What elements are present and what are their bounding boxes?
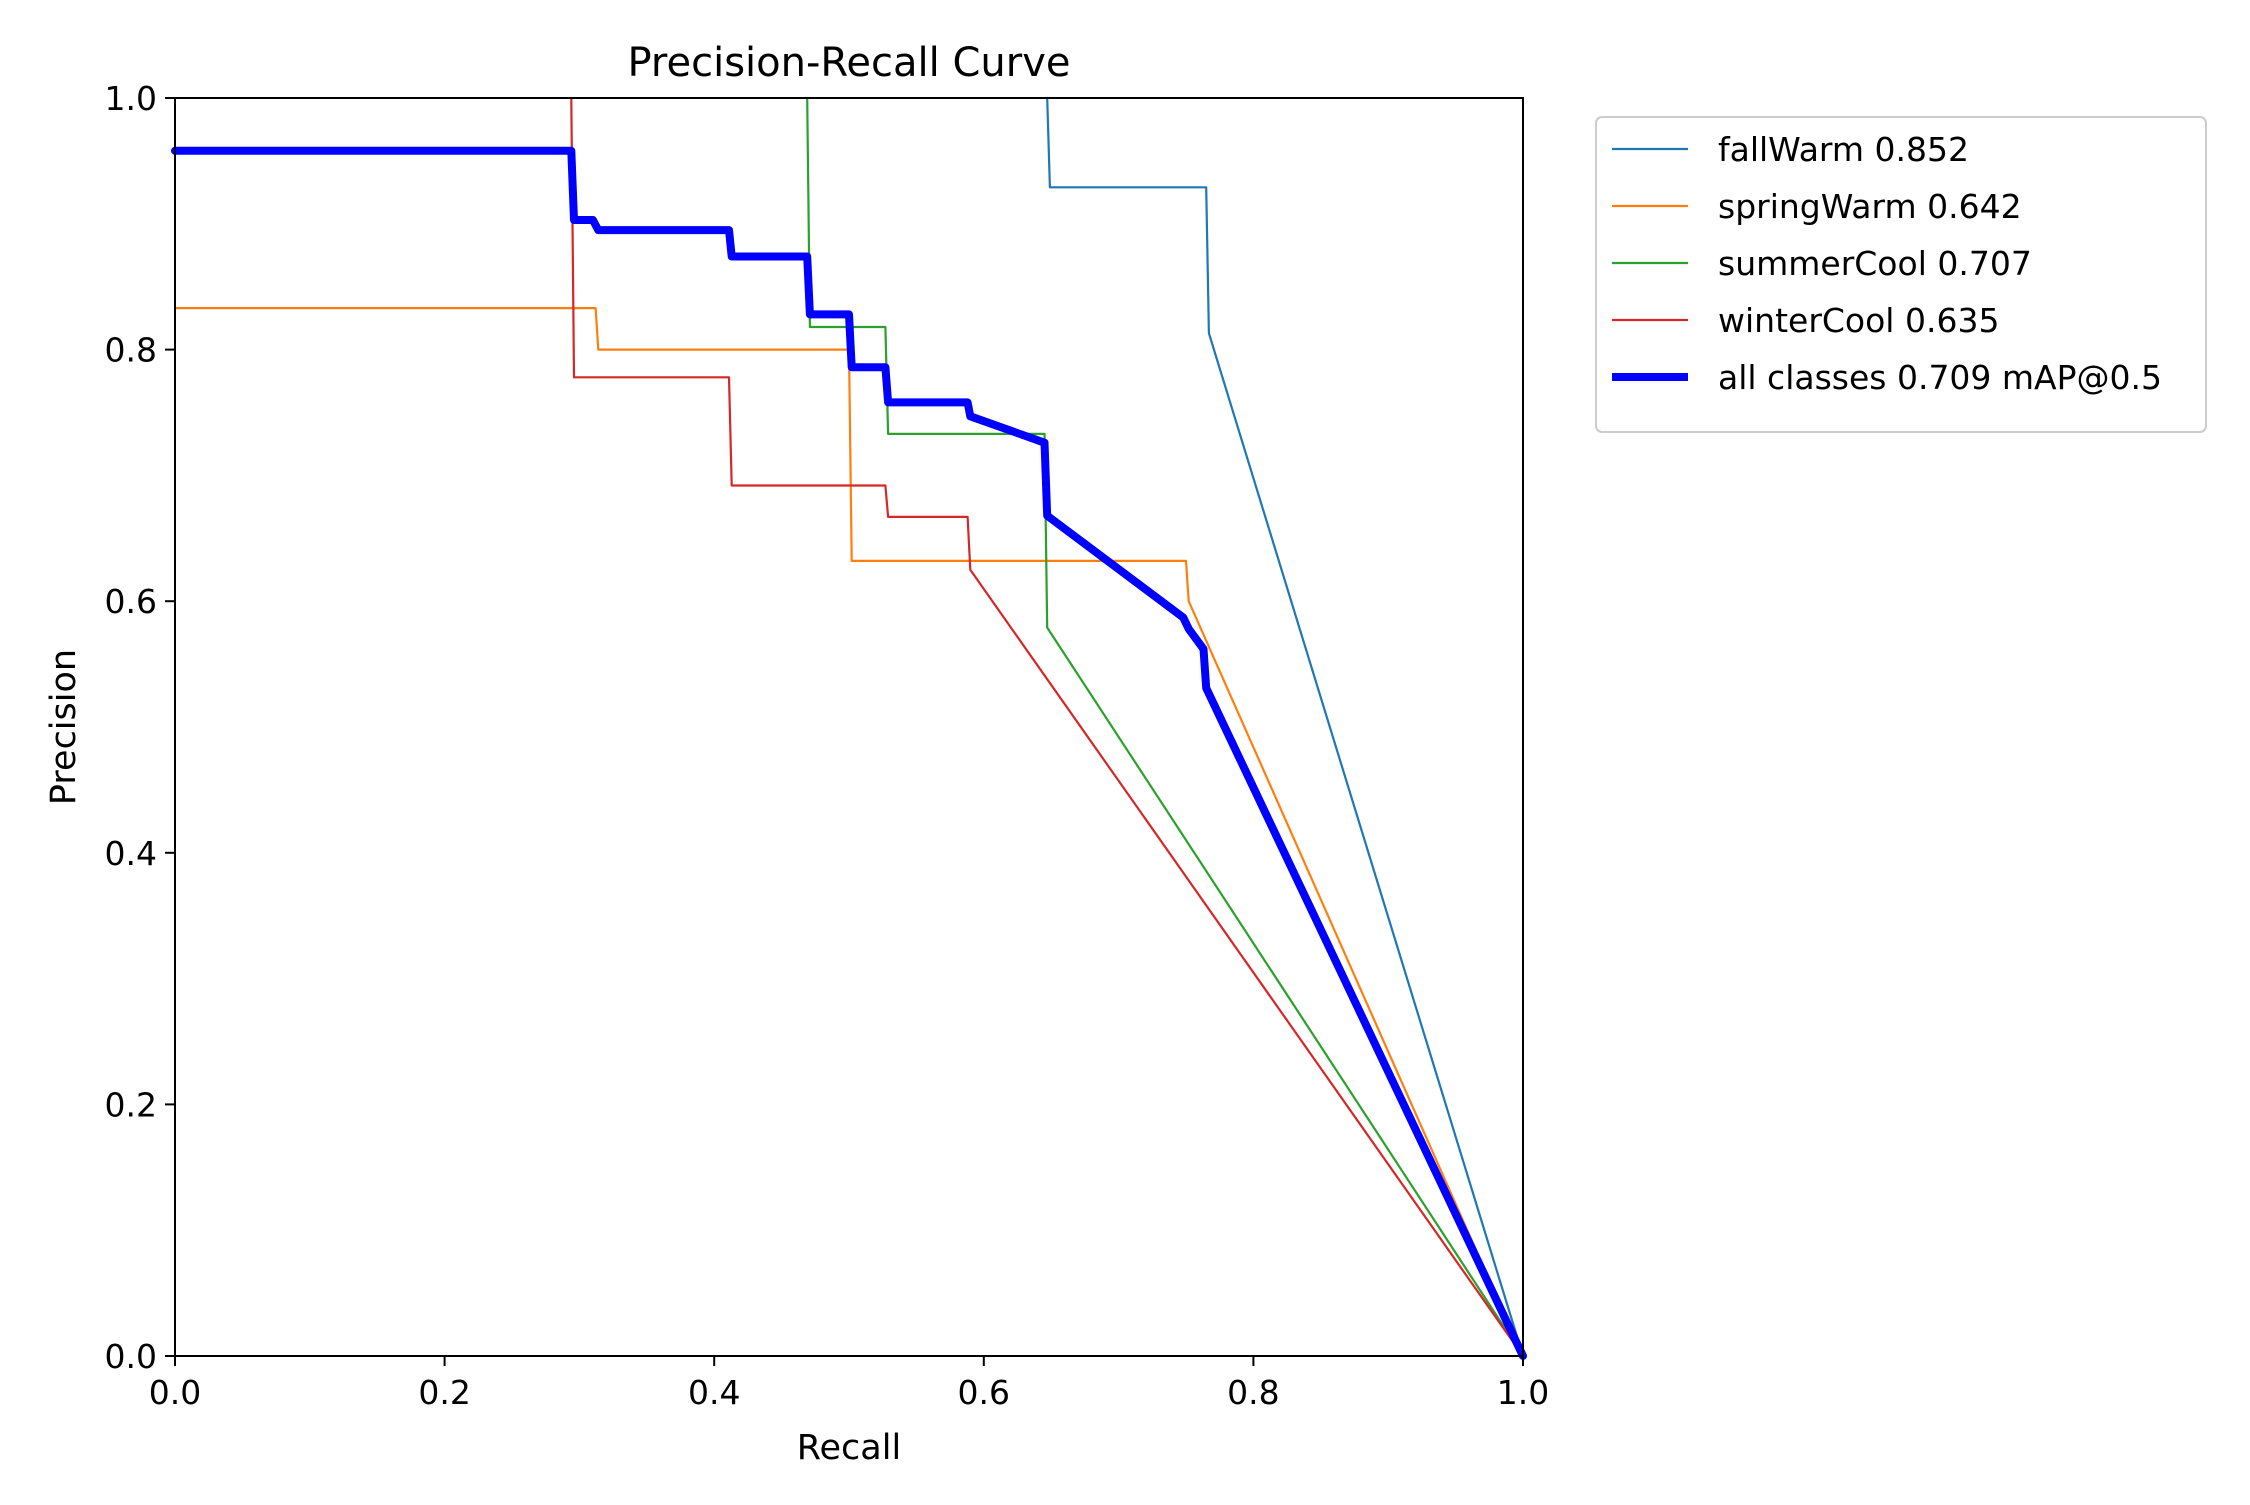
axis-ticks: 0.0 0.2 0.4 0.6 0.8 1.0 0.0 0.2 0.4 0.6 0.8 1.0	[105, 79, 1550, 1412]
legend-label: all classes 0.709 mAP@0.5	[1718, 358, 2162, 397]
x-tick-label: 0.2	[418, 1373, 470, 1412]
x-tick-label: 0.6	[958, 1373, 1010, 1412]
legend-label: summerCool 0.707	[1718, 244, 2032, 283]
chart-title: Precision-Recall Curve	[628, 40, 1071, 86]
series-line-all-classes	[171, 146, 1527, 1360]
series-line-summercool	[806, 96, 1525, 1358]
y-tick-label: 0.8	[105, 331, 157, 370]
legend-label: winterCool 0.635	[1718, 301, 1999, 340]
x-tick-label: 1.0	[1497, 1373, 1549, 1412]
series-line-wintercool	[570, 96, 1525, 1358]
plot-frame	[174, 97, 1524, 1357]
y-tick-label: 0.6	[105, 582, 157, 621]
legend-label: fallWarm 0.852	[1718, 130, 1969, 169]
series-lines	[171, 96, 1527, 1360]
legend-items: fallWarm 0.852 springWarm 0.642 summerCool…	[1612, 130, 2162, 397]
x-tick-label: 0.0	[149, 1373, 201, 1412]
y-axis-label: Precision	[44, 649, 84, 805]
y-tick-label: 0.2	[105, 1085, 157, 1124]
x-tick-label: 0.4	[688, 1373, 740, 1412]
series-line-springwarm	[173, 307, 1525, 1358]
legend-box	[1595, 116, 2207, 433]
x-axis-label: Recall	[797, 1428, 901, 1468]
y-tick-label: 1.0	[105, 79, 157, 118]
legend-label: springWarm 0.642	[1718, 187, 2022, 226]
series-line-fallwarm	[1046, 96, 1525, 1358]
y-tick-label: 0.4	[105, 834, 157, 873]
y-tick-label: 0.0	[105, 1337, 157, 1376]
legend: fallWarm 0.852 springWarm 0.642 summerCool…	[1595, 116, 2207, 433]
x-tick-label: 0.8	[1227, 1373, 1279, 1412]
